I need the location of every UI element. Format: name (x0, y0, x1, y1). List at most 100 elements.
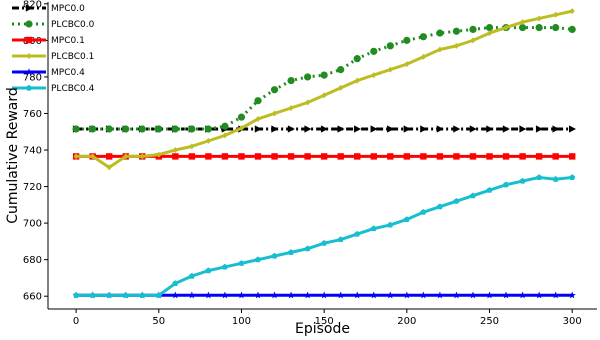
data-point (569, 174, 576, 181)
data-point (188, 291, 196, 299)
data-point (535, 153, 543, 160)
data-point (122, 125, 130, 133)
data-point (255, 115, 261, 122)
y-tick-label: 680 (23, 255, 42, 266)
data-point (338, 84, 344, 91)
data-point (238, 125, 245, 132)
data-point (535, 125, 543, 133)
data-point (155, 125, 163, 133)
data-point (353, 291, 361, 299)
data-point (469, 291, 477, 299)
data-point (536, 174, 543, 181)
data-point (156, 151, 162, 158)
data-point (485, 291, 494, 299)
data-point (254, 125, 262, 133)
data-point (89, 292, 96, 298)
data-point (469, 25, 477, 34)
data-point (387, 221, 394, 228)
data-point (271, 125, 279, 133)
data-point (122, 292, 129, 298)
data-point (288, 104, 294, 111)
data-point (569, 8, 575, 15)
data-point (139, 292, 146, 298)
data-point (453, 153, 460, 160)
series-plcbc0-1 (73, 8, 575, 171)
legend-item-plcbc0-0: PLCBC0.0 (12, 20, 95, 30)
data-point (403, 125, 411, 133)
legend-label: PLCBC0.1 (51, 52, 94, 62)
data-point (205, 267, 212, 274)
data-point (452, 27, 461, 35)
data-point (287, 76, 295, 85)
data-point (552, 291, 560, 299)
data-point (371, 72, 377, 79)
legend-item-mpc0-4: MPC0.4 (12, 68, 85, 78)
legend: MPC0.0 PLCBC0.0 MPC0.1 PLCBC0.1 MPC0.4 PLCBC0… (12, 4, 95, 94)
data-point (503, 181, 510, 188)
data-point (436, 203, 443, 210)
data-point (320, 153, 328, 160)
data-point (337, 291, 345, 299)
legend-item-mpc0-1: MPC0.1 (12, 36, 85, 46)
data-point (105, 125, 113, 133)
data-point (123, 153, 129, 160)
data-point (370, 125, 378, 133)
data-point (205, 137, 212, 144)
data-point (237, 291, 246, 299)
x-tick-label: 250 (480, 316, 499, 327)
data-point (271, 252, 278, 259)
data-point (419, 291, 427, 299)
data-point (254, 97, 262, 105)
data-point (188, 125, 196, 133)
data-point (486, 153, 493, 160)
data-point (287, 291, 295, 299)
data-point (519, 19, 526, 26)
data-point (205, 153, 212, 160)
data-point (304, 125, 312, 133)
data-point (106, 292, 113, 298)
series-plcbc0-4 (73, 174, 576, 298)
series-plcbc0-0 (72, 23, 576, 133)
data-point (287, 153, 295, 160)
data-point (222, 132, 228, 139)
data-point (403, 36, 411, 44)
data-point (171, 291, 179, 299)
data-point (552, 125, 560, 133)
data-point (189, 143, 195, 150)
data-point (502, 291, 510, 299)
data-point (238, 260, 245, 266)
y-tick-label: 660 (23, 292, 42, 303)
data-point (469, 153, 477, 160)
data-point (354, 230, 361, 237)
data-point (536, 15, 542, 22)
data-point (221, 263, 228, 270)
data-point (288, 249, 295, 255)
data-point (387, 66, 393, 73)
data-point (271, 153, 278, 160)
data-point (552, 23, 560, 32)
data-point (503, 24, 509, 31)
data-point (568, 291, 576, 299)
data-point (172, 147, 178, 154)
data-point (469, 125, 477, 133)
data-point (568, 153, 576, 160)
data-point (304, 291, 312, 299)
data-point (337, 125, 345, 133)
x-tick-label: 200 (397, 316, 416, 327)
data-point (486, 30, 493, 37)
data-point (387, 153, 394, 160)
data-point (535, 291, 543, 299)
data-point (138, 125, 146, 133)
x-axis-ticks: 0 50 100 150 200 250 300 (73, 309, 582, 327)
data-point (271, 110, 278, 117)
data-point (354, 125, 362, 133)
data-point (320, 71, 328, 79)
data-point (452, 291, 461, 299)
data-point (553, 11, 559, 18)
data-point (106, 164, 112, 171)
legend-label: PLCBC0.4 (51, 84, 95, 94)
data-point (73, 292, 80, 298)
data-point (518, 23, 527, 32)
